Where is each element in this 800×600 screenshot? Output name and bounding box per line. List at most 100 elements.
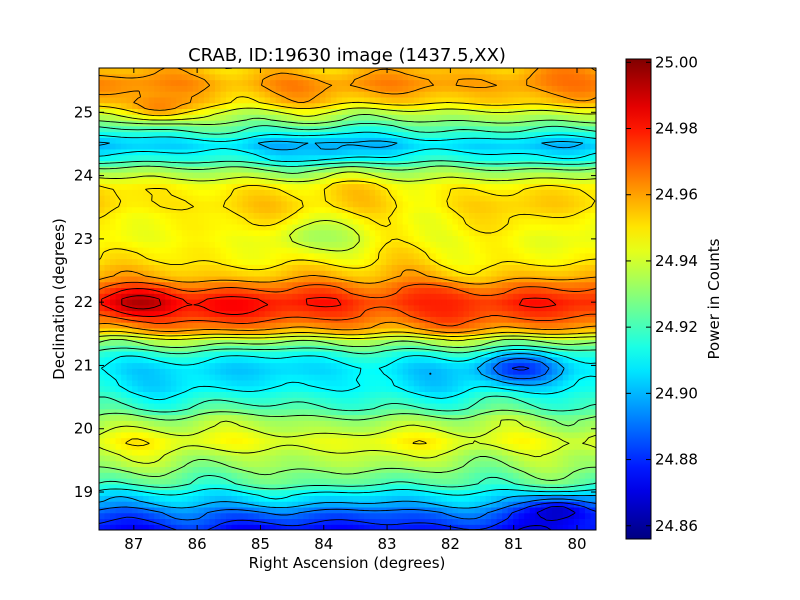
heatmap-cell xyxy=(132,327,139,335)
heatmap-cell xyxy=(110,495,117,502)
heatmap-cell xyxy=(248,489,255,496)
heatmap-cell xyxy=(402,235,409,242)
heatmap-cell xyxy=(181,218,188,225)
heatmap-cell xyxy=(286,374,293,381)
heatmap-cell xyxy=(535,287,542,294)
heatmap-cell xyxy=(319,501,327,508)
heatmap-cell xyxy=(248,408,255,416)
heatmap-cell xyxy=(292,420,299,427)
heatmap-cell xyxy=(330,431,338,439)
heatmap-cell xyxy=(154,316,161,323)
heatmap-cell xyxy=(115,454,122,462)
heatmap-cell xyxy=(546,524,553,530)
heatmap-cell xyxy=(502,270,509,277)
heatmap-cell xyxy=(557,281,564,289)
heatmap-cell xyxy=(132,322,139,329)
heatmap-cell xyxy=(281,402,288,410)
heatmap-cell xyxy=(209,287,216,294)
heatmap-cell xyxy=(430,518,437,525)
heatmap-cell xyxy=(540,420,547,427)
heatmap-cell xyxy=(419,478,426,485)
heatmap-cell xyxy=(584,368,592,375)
heatmap-cell xyxy=(573,304,581,312)
heatmap-cell xyxy=(551,478,558,485)
heatmap-cell xyxy=(209,252,216,260)
heatmap-cell xyxy=(513,443,520,450)
heatmap-cell xyxy=(446,506,454,514)
heatmap-cell xyxy=(590,350,596,358)
heatmap-cell xyxy=(535,258,542,265)
heatmap-cell xyxy=(430,362,437,369)
heatmap-cell xyxy=(325,506,332,514)
heatmap-cell xyxy=(452,339,459,346)
heatmap-cell xyxy=(126,322,133,329)
heatmap-cell xyxy=(292,223,299,231)
heatmap-cell xyxy=(336,524,343,530)
heatmap-cell xyxy=(237,223,244,231)
heatmap-cell xyxy=(192,431,199,439)
heatmap-cell xyxy=(226,223,233,231)
heatmap-cell xyxy=(308,270,315,277)
heatmap-cell xyxy=(170,506,177,514)
heatmap-cell xyxy=(546,247,553,254)
heatmap-cell xyxy=(380,426,387,433)
heatmap-cell xyxy=(557,258,564,265)
heatmap-cell xyxy=(159,356,166,364)
heatmap-cell xyxy=(231,310,238,317)
heatmap-cell xyxy=(551,506,558,514)
heatmap-cell xyxy=(584,483,592,491)
heatmap-cell xyxy=(209,402,216,410)
heatmap-cell xyxy=(502,316,509,323)
heatmap-cell xyxy=(303,391,310,398)
heatmap-cell xyxy=(325,483,332,491)
heatmap-cell xyxy=(330,258,338,265)
heatmap-cell xyxy=(579,339,586,346)
heatmap-cell xyxy=(386,281,393,289)
heatmap-cell xyxy=(264,229,271,237)
heatmap-cell xyxy=(99,327,106,335)
heatmap-cell xyxy=(319,524,327,530)
heatmap-cell xyxy=(143,264,150,271)
heatmap-cell xyxy=(330,408,338,416)
heatmap-cell xyxy=(115,483,122,491)
heatmap-cell xyxy=(529,362,536,369)
heatmap-cell xyxy=(496,414,503,421)
heatmap-cell xyxy=(104,206,111,213)
heatmap-cell xyxy=(226,235,233,242)
heatmap-cell xyxy=(137,304,144,312)
heatmap-cell xyxy=(435,437,442,444)
heatmap-cell xyxy=(325,420,332,427)
heatmap-cell xyxy=(468,443,476,450)
heatmap-cell xyxy=(181,322,188,329)
heatmap-cell xyxy=(303,247,310,254)
heatmap-cell xyxy=(154,223,161,231)
heatmap-cell xyxy=(502,512,509,520)
heatmap-cell xyxy=(507,449,514,456)
heatmap-cell xyxy=(181,495,188,502)
heatmap-cell xyxy=(546,350,553,358)
heatmap-cell xyxy=(446,304,454,312)
heatmap-cell xyxy=(192,501,199,508)
heatmap-cell xyxy=(380,379,387,387)
heatmap-cell xyxy=(126,270,133,277)
heatmap-cell xyxy=(568,414,575,421)
heatmap-cell xyxy=(562,275,569,283)
heatmap-cell xyxy=(513,478,520,485)
heatmap-cell xyxy=(375,449,382,456)
heatmap-cell xyxy=(452,518,459,525)
heatmap-cell xyxy=(176,322,183,329)
heatmap-cell xyxy=(468,252,476,260)
heatmap-cell xyxy=(226,310,233,317)
heatmap-cell xyxy=(452,449,459,456)
heatmap-cell xyxy=(275,322,282,329)
heatmap-cell xyxy=(468,275,476,283)
heatmap-cell xyxy=(253,310,260,317)
heatmap-cell xyxy=(364,241,371,248)
heatmap-cell xyxy=(148,327,155,335)
heatmap-cell xyxy=(513,483,520,491)
heatmap-cell xyxy=(347,299,354,306)
heatmap-cell xyxy=(126,397,133,404)
heatmap-cell xyxy=(253,397,260,404)
heatmap-cell xyxy=(364,449,371,456)
heatmap-cell xyxy=(480,252,487,260)
